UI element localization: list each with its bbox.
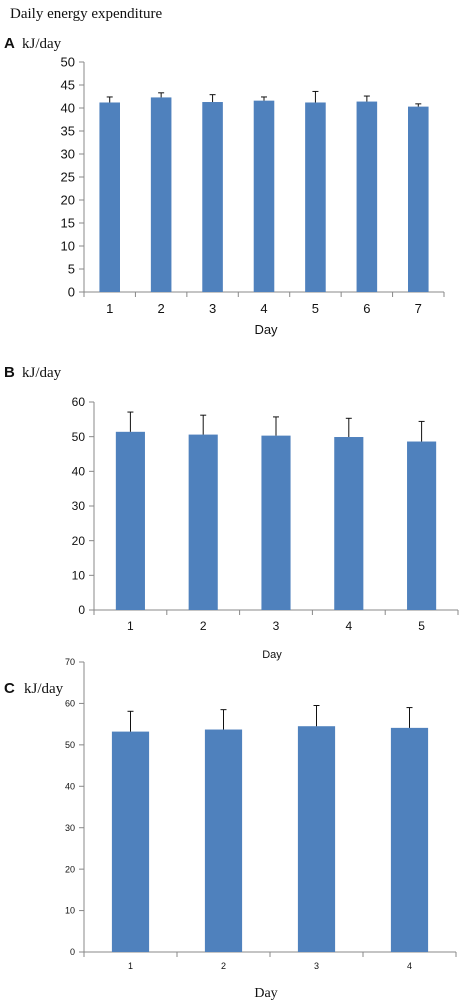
y-tick-label: 30 [65, 823, 75, 833]
x-tick-label: 4 [260, 301, 267, 316]
bar-day-7 [408, 106, 429, 293]
bar-day-3 [297, 726, 336, 952]
y-tick-label: 0 [70, 947, 75, 957]
bar-day-6 [356, 101, 378, 292]
bar-day-3 [261, 435, 291, 610]
x-tick-label: 2 [158, 301, 165, 316]
figure-title: Daily energy expenditure [10, 6, 163, 22]
bar-day-4 [334, 437, 364, 610]
bar-day-3 [202, 102, 223, 293]
y-tick-label: 60 [65, 699, 75, 709]
x-tick-label: 1 [127, 619, 134, 633]
panel-c-xlabel: Day [254, 986, 277, 1001]
x-tick-label: 1 [128, 961, 133, 971]
bar-day-2 [150, 97, 172, 292]
y-tick-label: 70 [65, 657, 75, 667]
x-tick-label: 5 [312, 301, 319, 316]
y-tick-label: 0 [78, 603, 85, 617]
y-tick-label: 5 [68, 262, 75, 277]
bar-day-2 [188, 434, 218, 610]
y-tick-label: 10 [65, 906, 75, 916]
x-tick-label: 5 [418, 619, 425, 633]
y-tick-label: 25 [61, 170, 75, 185]
panel-b-xlabel: Day [262, 649, 282, 661]
x-tick-label: 7 [415, 301, 422, 316]
bar-day-5 [305, 102, 326, 292]
panel-a-ylabel: kJ/day [22, 36, 62, 52]
panel-a-letter: A [4, 35, 15, 52]
panel-b: B kJ/day 0 10 20 30 40 50 60 1 2 3 4 5 Day [4, 364, 459, 661]
x-tick-label: 4 [345, 619, 352, 633]
panel-c-plot: 0 10 20 30 40 50 60 70 1 2 3 4 [65, 657, 457, 971]
x-tick-label: 2 [221, 961, 226, 971]
y-tick-label: 0 [68, 285, 75, 300]
bar-day-1 [115, 431, 145, 610]
panel-c-ylabel: kJ/day [24, 681, 64, 697]
y-tick-label: 40 [65, 781, 75, 791]
x-tick-label: 3 [273, 619, 280, 633]
y-tick-label: 50 [65, 740, 75, 750]
y-tick-label: 20 [61, 193, 75, 208]
y-tick-label: 30 [72, 499, 86, 513]
bar-day-4 [390, 727, 429, 952]
y-tick-label: 50 [61, 55, 75, 70]
y-tick-label: 35 [61, 124, 75, 139]
x-tick-label: 1 [106, 301, 113, 316]
panel-b-letter: B [4, 364, 15, 381]
x-tick-label: 3 [314, 961, 319, 971]
y-tick-label: 60 [72, 395, 86, 409]
y-tick-label: 40 [61, 101, 75, 116]
x-tick-label: 3 [209, 301, 216, 316]
y-tick-label: 40 [72, 465, 86, 479]
x-tick-label: 2 [200, 619, 207, 633]
panel-c-letter: C [4, 680, 15, 697]
y-tick-label: 45 [61, 78, 75, 93]
panel-c: C kJ/day 0 10 20 30 40 50 60 70 1 2 3 4 Day [4, 657, 457, 1001]
y-tick-label: 20 [65, 864, 75, 874]
y-tick-label: 15 [61, 216, 75, 231]
y-tick-label: 10 [72, 569, 86, 583]
panel-b-plot: 0 10 20 30 40 50 60 1 2 3 4 5 [72, 395, 459, 633]
y-tick-label: 10 [61, 239, 75, 254]
bar-day-1 [99, 102, 120, 292]
bar-day-4 [253, 100, 275, 292]
bar-day-1 [111, 731, 150, 952]
bar-day-2 [204, 729, 243, 952]
panel-b-ylabel: kJ/day [22, 365, 62, 381]
x-tick-label: 6 [363, 301, 370, 316]
y-tick-label: 50 [72, 430, 86, 444]
y-tick-label: 30 [61, 147, 75, 162]
bar-day-5 [407, 441, 437, 610]
x-tick-label: 4 [407, 961, 412, 971]
panel-a-xlabel: Day [254, 322, 278, 337]
y-tick-label: 20 [72, 534, 86, 548]
